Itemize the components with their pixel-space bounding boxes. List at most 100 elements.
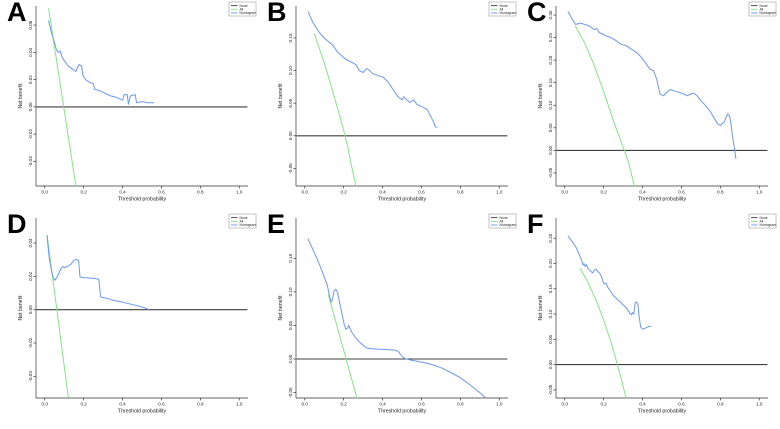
x-tick-label: 0.0 bbox=[42, 402, 49, 407]
x-axis-title: Threshold probability bbox=[378, 409, 427, 415]
y-axis-title: Net benefit bbox=[278, 83, 284, 109]
x-tick-label: 1.0 bbox=[236, 190, 243, 195]
x-tick-label: 0.2 bbox=[80, 402, 87, 407]
y-axis-title: Net benefit bbox=[538, 83, 544, 109]
x-tick-label: 1.0 bbox=[496, 190, 503, 195]
y-tick-label: 0.25 bbox=[548, 33, 553, 42]
legend-label-none: None bbox=[500, 216, 508, 220]
dca-chart-A: 0.0 0.2 0.4 0.6 0.8 1.0 0.06 0.04 0.02 0.00 -0.02 -… bbox=[0, 0, 260, 212]
y-tick-label: 0.02 bbox=[28, 271, 33, 280]
legend-label-nomogram: Nomogram bbox=[760, 223, 777, 227]
x-tick-label: 0.2 bbox=[600, 190, 607, 195]
axes: 0.0 0.2 0.4 0.6 0.8 1.0 0.04 0.02 0.00 -0.02 -0.04 bbox=[28, 218, 248, 407]
panel-D: D 0.0 0.2 0.4 0.6 0.8 1.0 0.04 0.02 0.00 -0.02 -0.… bbox=[0, 209, 260, 424]
x-tick-label: 0.6 bbox=[418, 402, 425, 407]
dca-chart-B: 0.0 0.2 0.4 0.6 0.8 1.0 0.15 0.10 0.05 0.00 -0.05 T… bbox=[260, 0, 520, 212]
x-tick-label: 0.8 bbox=[717, 402, 724, 407]
x-tick-label: 0.0 bbox=[42, 190, 49, 195]
y-tick-label: 0.04 bbox=[28, 238, 33, 247]
y-tick-label: 0.02 bbox=[28, 75, 33, 84]
y-axis-title: Net benefit bbox=[18, 295, 24, 321]
x-tick-label: 0.4 bbox=[639, 190, 646, 195]
chart-canvas: 0.0 0.2 0.4 0.6 0.8 1.0 0.04 0.02 0.00 -0.02 -0.04… bbox=[18, 213, 256, 415]
legend-label-none: None bbox=[500, 4, 508, 8]
legend-label-nomogram: Nomogram bbox=[500, 11, 517, 15]
dca-chart-D: 0.0 0.2 0.4 0.6 0.8 1.0 0.04 0.02 0.00 -0.02 -0.04… bbox=[0, 212, 260, 424]
x-tick-label: 0.8 bbox=[197, 190, 204, 195]
y-tick-label: 0.25 bbox=[548, 233, 553, 242]
legend-label-nomogram: Nomogram bbox=[240, 11, 257, 15]
y-axis-title: Net benefit bbox=[18, 83, 24, 109]
chart-canvas: 0.0 0.2 0.4 0.6 0.8 1.0 0.30 0.25 0.20 0.15 0.10 0.… bbox=[538, 1, 777, 203]
chart-canvas: 0.0 0.2 0.4 0.6 0.8 1.0 0.25 0.20 0.15 0.10 0.05 0.… bbox=[538, 213, 777, 415]
series-line-all bbox=[328, 294, 358, 399]
y-tick-label: 0.10 bbox=[548, 309, 553, 318]
y-tick-label: 0.04 bbox=[28, 47, 33, 56]
y-tick-label: 0.20 bbox=[548, 259, 553, 268]
y-tick-label: 0.00 bbox=[288, 354, 293, 363]
axes: 0.0 0.2 0.4 0.6 0.8 1.0 0.30 0.25 0.20 0.15 0.10 0.… bbox=[548, 6, 768, 195]
y-tick-label: -0.04 bbox=[28, 156, 33, 167]
legend-label-all: All bbox=[760, 8, 764, 12]
y-tick-label: 0.15 bbox=[548, 284, 553, 293]
series-line-nomogram bbox=[567, 11, 737, 159]
legend-label-none: None bbox=[760, 4, 768, 8]
y-tick-label: -0.05 bbox=[288, 387, 293, 398]
y-tick-label: -0.02 bbox=[28, 129, 33, 140]
dca-chart-E: 0.0 0.2 0.4 0.6 0.8 1.0 0.15 0.10 0.05 0.00 -0.05 T… bbox=[260, 212, 520, 424]
y-tick-label: 0.10 bbox=[548, 100, 553, 109]
x-tick-label: 0.4 bbox=[119, 190, 126, 195]
x-tick-label: 0.6 bbox=[418, 190, 425, 195]
legend-label-all: All bbox=[760, 220, 764, 224]
series-line-nomogram bbox=[567, 235, 652, 330]
x-tick-label: 0.4 bbox=[119, 402, 126, 407]
series-line-all bbox=[46, 234, 69, 398]
x-tick-label: 1.0 bbox=[756, 402, 763, 407]
y-tick-label: 0.00 bbox=[548, 145, 553, 154]
panel-label-C: C bbox=[527, 0, 547, 27]
panel-F: F 0.0 0.2 0.4 0.6 0.8 1.0 0.25 0.20 0.15 0.10 0.05… bbox=[520, 209, 780, 424]
x-tick-label: 0.2 bbox=[340, 402, 347, 407]
y-tick-label: 0.00 bbox=[28, 102, 33, 111]
y-tick-label: -0.05 bbox=[288, 163, 293, 174]
legend-label-nomogram: Nomogram bbox=[760, 11, 777, 15]
x-axis-title: Threshold probability bbox=[378, 197, 427, 203]
legend-label-all: All bbox=[240, 8, 244, 12]
x-tick-label: 0.0 bbox=[562, 190, 569, 195]
x-tick-label: 0.6 bbox=[158, 190, 165, 195]
y-tick-label: -0.05 bbox=[548, 167, 553, 178]
x-tick-label: 0.2 bbox=[340, 190, 347, 195]
panel-E: E 0.0 0.2 0.4 0.6 0.8 1.0 0.15 0.10 0.05 0.00 -0.0… bbox=[260, 209, 520, 424]
x-axis-title: Threshold probability bbox=[118, 197, 167, 203]
legend-label-all: All bbox=[500, 8, 504, 12]
x-tick-label: 0.4 bbox=[379, 190, 386, 195]
legend-label-none: None bbox=[240, 216, 248, 220]
panel-B: B 0.0 0.2 0.4 0.6 0.8 1.0 0.15 0.10 0.05 0.00 -0.0… bbox=[260, 0, 520, 212]
x-tick-label: 0.8 bbox=[457, 402, 464, 407]
y-tick-label: 0.15 bbox=[288, 33, 293, 42]
x-axis-title: Threshold probability bbox=[638, 409, 687, 415]
legend-label-all: All bbox=[500, 220, 504, 224]
dca-chart-C: 0.0 0.2 0.4 0.6 0.8 1.0 0.30 0.25 0.20 0.15 0.10 0.… bbox=[520, 0, 780, 212]
dca-chart-F: 0.0 0.2 0.4 0.6 0.8 1.0 0.25 0.20 0.15 0.10 0.05 0.… bbox=[520, 212, 780, 424]
y-tick-label: 0.05 bbox=[288, 321, 293, 330]
legend-label-none: None bbox=[240, 4, 248, 8]
x-axis-title: Threshold probability bbox=[118, 409, 167, 415]
x-tick-label: 0.8 bbox=[197, 402, 204, 407]
axes: 0.0 0.2 0.4 0.6 0.8 1.0 0.25 0.20 0.15 0.10 0.05 0.… bbox=[548, 218, 768, 407]
x-tick-label: 0.6 bbox=[678, 190, 685, 195]
x-tick-label: 0.8 bbox=[717, 190, 724, 195]
x-tick-label: 0.2 bbox=[80, 190, 87, 195]
x-tick-label: 0.6 bbox=[678, 402, 685, 407]
x-tick-label: 1.0 bbox=[756, 190, 763, 195]
axes: 0.0 0.2 0.4 0.6 0.8 1.0 0.15 0.10 0.05 0.00 -0.05 bbox=[288, 6, 508, 195]
x-tick-label: 0.0 bbox=[562, 402, 569, 407]
y-tick-label: 0.00 bbox=[548, 360, 553, 369]
legend-label-none: None bbox=[760, 216, 768, 220]
y-axis-title: Net benefit bbox=[538, 295, 544, 321]
